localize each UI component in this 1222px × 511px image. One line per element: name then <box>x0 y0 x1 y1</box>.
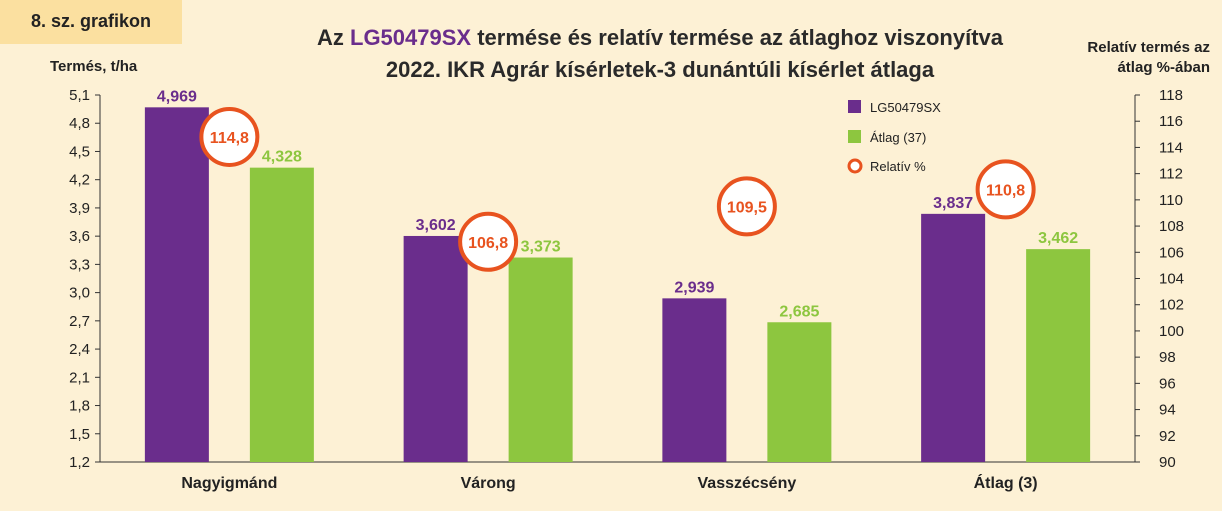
y-right-tick-label: 102 <box>1159 297 1184 314</box>
bar-hybrid-value-label: 3,602 <box>416 217 456 234</box>
relative-value-label: 110,8 <box>986 182 1025 199</box>
y-right-tick-label: 90 <box>1159 454 1176 471</box>
x-tick-label: Vasszécsény <box>698 475 797 492</box>
bar-average <box>508 257 573 462</box>
y-left-tick-label: 2,1 <box>69 369 90 386</box>
bar-hybrid <box>144 107 209 462</box>
legend-swatch-average <box>848 130 861 143</box>
chart-title-line2: 2022. IKR Agrár kísérletek-3 dunántúli k… <box>385 57 935 82</box>
y-right-tick-label: 108 <box>1159 218 1184 235</box>
x-tick-label: Várong <box>461 475 516 492</box>
y-right-tick-label: 114 <box>1159 139 1183 156</box>
y-right-tick-label: 118 <box>1159 87 1183 104</box>
y-left-tick-label: 3,6 <box>69 228 90 245</box>
y-axis-right-label-line2: átlag %-ában <box>1117 59 1210 76</box>
y-right-tick-label: 104 <box>1159 271 1184 288</box>
chart-number-badge: 8. sz. grafikon <box>0 0 182 44</box>
title-hybrid-name: LG50479SX <box>350 25 472 50</box>
y-left-tick-label: 1,8 <box>69 398 90 415</box>
y-right-tick-label: 94 <box>1159 402 1176 419</box>
y-left-tick-label: 3,3 <box>69 256 90 273</box>
y-left-tick-label: 5,1 <box>69 87 90 104</box>
bar-average <box>767 322 832 462</box>
chart-title: Az LG50479SX termése és relatív termése … <box>160 22 1160 86</box>
y-left-tick-label: 2,7 <box>69 313 90 330</box>
y-axis-left-label: Termés, t/ha <box>50 58 138 75</box>
y-left-tick-label: 4,2 <box>69 172 90 189</box>
legend-swatch-hybrid <box>848 100 861 113</box>
y-left-tick-label: 4,8 <box>69 115 90 132</box>
y-right-tick-label: 92 <box>1159 428 1176 445</box>
title-suffix: termése és relatív termése az átlaghoz v… <box>471 25 1003 50</box>
legend-label-average: Átlag (37) <box>870 130 926 145</box>
y-right-tick-label: 110 <box>1159 192 1183 209</box>
x-tick-label: Átlag (3) <box>974 473 1038 492</box>
bar-hybrid-value-label: 4,969 <box>157 88 197 105</box>
bar-hybrid-value-label: 3,837 <box>933 195 973 212</box>
bar-hybrid <box>662 298 727 462</box>
legend-swatch-relative <box>847 158 863 174</box>
y-right-tick-label: 106 <box>1159 244 1184 261</box>
title-prefix: Az <box>317 25 350 50</box>
relative-value-label: 106,8 <box>468 235 508 252</box>
y-right-tick-label: 100 <box>1159 323 1184 340</box>
y-left-tick-label: 4,5 <box>69 143 90 160</box>
y-right-tick-label: 98 <box>1159 349 1176 366</box>
chart-title-line1: Az LG50479SX termése és relatív termése … <box>160 22 1160 54</box>
bar-average <box>249 167 314 462</box>
bar-average-value-label: 3,462 <box>1038 230 1078 247</box>
y-left-tick-label: 3,0 <box>69 285 90 302</box>
legend-label-relative: Relatív % <box>870 159 926 174</box>
bar-average <box>1026 249 1091 462</box>
relative-marker <box>975 159 1036 220</box>
y-left-tick-label: 1,5 <box>69 426 90 443</box>
bar-average-value-label: 4,328 <box>262 149 302 166</box>
bar-average-value-label: 2,685 <box>779 303 819 320</box>
relative-marker <box>716 176 777 237</box>
relative-value-label: 114,8 <box>210 130 249 147</box>
legend-label-hybrid: LG50479SX <box>870 100 941 115</box>
y-axis-right-label: Relatív termés az átlag %-ában <box>1050 38 1210 78</box>
relative-value-label: 109,5 <box>727 199 767 216</box>
relative-marker <box>458 211 519 272</box>
y-right-tick-label: 96 <box>1159 375 1176 392</box>
y-right-tick-label: 112 <box>1159 166 1183 183</box>
bar-hybrid-value-label: 2,939 <box>674 279 714 296</box>
y-right-tick-label: 116 <box>1159 113 1183 130</box>
bar-average-value-label: 3,373 <box>521 239 561 256</box>
x-tick-label: Nagyigmánd <box>181 475 277 492</box>
bar-hybrid <box>921 213 986 462</box>
relative-marker <box>199 106 260 167</box>
y-left-tick-label: 2,4 <box>69 341 90 358</box>
bar-hybrid <box>403 235 468 462</box>
y-left-tick-label: 1,2 <box>69 454 90 471</box>
y-left-tick-label: 3,9 <box>69 200 90 217</box>
y-axis-right-label-line1: Relatív termés az <box>1087 39 1210 56</box>
